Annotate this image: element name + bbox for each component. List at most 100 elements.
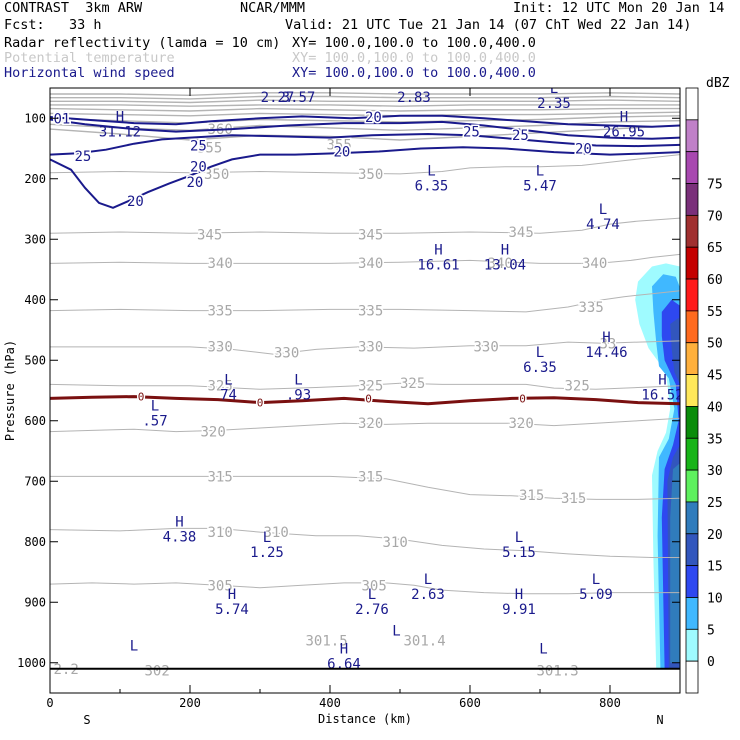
theta-contour-325 xyxy=(50,382,680,390)
theta-label-20: 325 xyxy=(208,379,233,395)
extremum-L-0: L xyxy=(273,75,281,91)
colorbar-swatch-12 xyxy=(685,469,699,503)
colorbar-swatch-14 xyxy=(685,533,699,567)
colorbar-swatch-2 xyxy=(685,151,699,184)
extremum-H-22: H xyxy=(228,587,236,603)
theta-label-39: 301.3 xyxy=(537,664,579,680)
extremum-value-16: .57 xyxy=(142,413,167,429)
theta-label-5: 345 xyxy=(197,227,222,243)
zero-label-1: 0 xyxy=(257,397,264,410)
theta-upper-contour-8 xyxy=(50,124,680,141)
wind-contour-20-0 xyxy=(50,114,680,128)
theta-label-27: 315 xyxy=(208,469,233,485)
extremum-value-6: 6.35 xyxy=(415,179,449,195)
x-end-label-left: S xyxy=(83,713,90,727)
plot-border xyxy=(49,87,681,694)
wind-contour-20-3 xyxy=(50,146,680,209)
extremum-H-15: H xyxy=(658,372,666,388)
colorbar-swatch-5 xyxy=(685,246,699,280)
colorbar-unit: dBZ xyxy=(706,76,730,91)
theta-label-24: 320 xyxy=(201,425,226,441)
field-wind-label: Horizontal wind speed xyxy=(4,65,175,81)
theta-label-15: 330 xyxy=(208,339,233,355)
colorbar-swatch-13 xyxy=(685,501,699,535)
colorbar-label-75: 75 xyxy=(707,178,723,193)
theta-contour-345 xyxy=(50,217,680,234)
extremum-value-22: 5.74 xyxy=(215,602,249,618)
colorbar-label-70: 70 xyxy=(707,209,723,224)
wind-label-5: 20 xyxy=(127,194,144,210)
colorbar-swatch-4 xyxy=(685,214,699,248)
extremum-H-11: H xyxy=(602,330,610,346)
y-tick-label-700: 700 xyxy=(24,474,46,488)
colorbar-swatch-6 xyxy=(685,278,699,312)
theta-contour-310 xyxy=(50,527,680,558)
wind-label-0: 01 xyxy=(54,110,71,126)
extremum-value-20: 2.63 xyxy=(411,587,445,603)
extremum-H-17: H xyxy=(175,515,183,531)
x-tick-label-400: 400 xyxy=(319,696,341,710)
y-tick-label-900: 900 xyxy=(24,595,46,609)
wind-contour-25-2 xyxy=(50,132,680,156)
theta-label-7: 345 xyxy=(509,225,534,241)
colorbar: 0 5 10 15 20 25 30 35 40 45 50 55 60 65 70 75 dBZ xyxy=(685,76,730,694)
theta-label-29: 315 xyxy=(519,488,544,504)
theta-upper-contour-2 xyxy=(50,99,680,104)
header-center: NCAR/MMM xyxy=(240,0,306,16)
reflectivity-fill xyxy=(635,263,680,669)
colorbar-swatch-0 xyxy=(685,87,699,121)
theta-label-0: 355 xyxy=(197,140,222,156)
y-tick-label-200: 200 xyxy=(24,172,46,186)
extremum-L-3: L xyxy=(550,81,558,97)
theta-label-32: 310 xyxy=(264,525,289,541)
wind-contours xyxy=(50,114,680,209)
header-valid: Valid: 21 UTC Tue 21 Jan 14 (07 ChT Wed … xyxy=(285,17,692,33)
x-end-label-right: N xyxy=(656,713,663,727)
field-theta-label: Potential temperature xyxy=(4,50,175,66)
x-tick-label-600: 600 xyxy=(459,696,481,710)
colorbar-swatch-10 xyxy=(685,406,699,439)
extremum-L-7: L xyxy=(536,164,544,180)
plot-frame xyxy=(49,87,681,694)
theta-label-17: 330 xyxy=(358,339,383,355)
extremum-value-3: 2.35 xyxy=(537,96,571,112)
colorbar-swatch-16 xyxy=(685,597,699,630)
theta-label-30: 315 xyxy=(561,491,586,507)
colorbar-swatch-15 xyxy=(685,565,699,598)
theta-label-31: 310 xyxy=(208,525,233,541)
axes: 0 200 400 600 800100200300400500600700800900… xyxy=(3,88,680,727)
extremum-value-5: 26.95 xyxy=(603,124,645,140)
colorbar-swatch-3 xyxy=(685,183,699,216)
theta-label-37: 301.5 xyxy=(306,633,348,649)
theta-label-35: 305 xyxy=(362,578,387,594)
zero-contour xyxy=(50,395,680,406)
theta-upper-contour-0 xyxy=(50,92,680,97)
y-tick-label-600: 600 xyxy=(24,414,46,428)
extremum-value-1: 3.57 xyxy=(282,90,316,106)
colorbar-label-30: 30 xyxy=(707,464,723,479)
y-axis-label: Pressure (hPa) xyxy=(3,340,17,441)
colorbar-swatch-8 xyxy=(685,342,699,375)
theta-contour-335 xyxy=(50,290,680,313)
theta-upper-contour-1 xyxy=(50,95,680,100)
theta-label-11: 340 xyxy=(582,256,607,272)
wind-label-3: 20 xyxy=(190,160,207,176)
zero-line: 0 0 0 0 xyxy=(50,389,680,411)
extremum-L-20: L xyxy=(424,572,432,588)
field-wind-xy: XY= 100.0,100.0 to 100.0,400.0 xyxy=(292,65,536,81)
extremum-value-15: 16.52 xyxy=(641,387,683,403)
colorbar-label-50: 50 xyxy=(707,337,723,352)
wind-label-2: 25 xyxy=(190,138,207,154)
theta-label-1: 355 xyxy=(327,137,352,153)
colorbar-swatch-11 xyxy=(685,437,699,471)
colorbar-label-60: 60 xyxy=(707,273,723,288)
header-title: CONTRAST 3km ARW xyxy=(4,0,143,16)
colorbar-label-25: 25 xyxy=(707,496,723,511)
y-tick-label-300: 300 xyxy=(24,232,46,246)
extremum-value-19: 5.15 xyxy=(502,545,536,561)
extremum-value-7: 5.47 xyxy=(523,179,557,195)
colorbar-label-55: 55 xyxy=(707,305,723,320)
extremum-H-10: H xyxy=(501,242,509,258)
extremum-H-24: H xyxy=(515,587,523,603)
